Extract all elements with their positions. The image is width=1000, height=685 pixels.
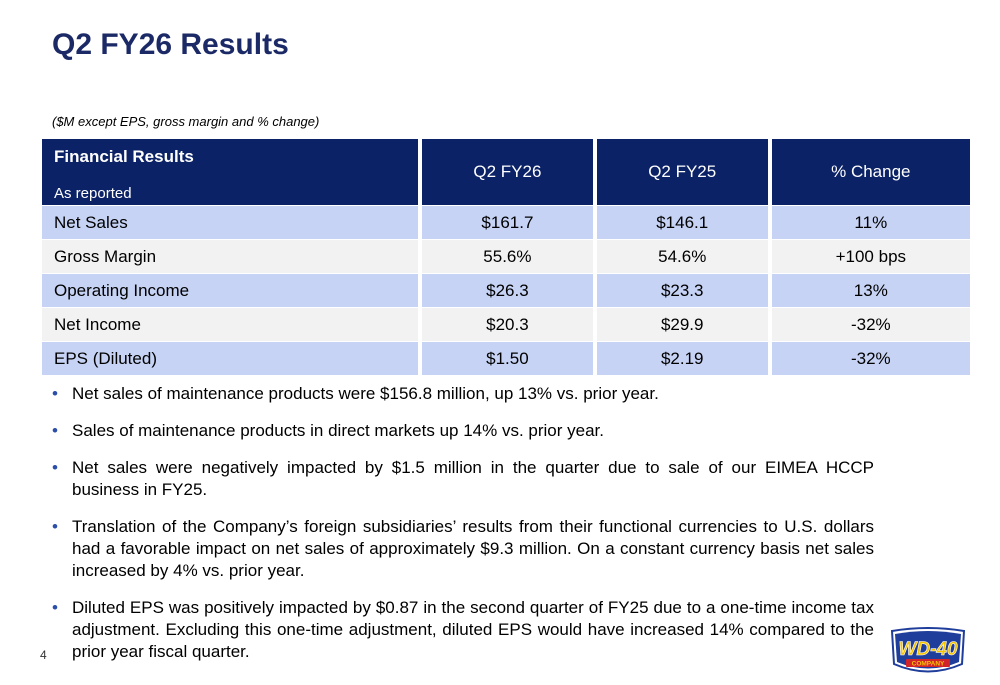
cell-value: -32% xyxy=(767,341,970,375)
logo-main-text: WD-40 xyxy=(898,639,958,660)
bullet-list: • Net sales of maintenance products were … xyxy=(52,383,874,678)
row-label: Gross Margin xyxy=(42,239,418,273)
cell-value: +100 bps xyxy=(767,239,970,273)
table-row: EPS (Diluted) $1.50 $2.19 -32% xyxy=(42,341,970,375)
list-item: • Translation of the Company’s foreign su… xyxy=(52,516,874,582)
cell-value: $146.1 xyxy=(592,205,768,239)
list-item: • Diluted EPS was positively impacted by … xyxy=(52,597,874,663)
table-header-subtitle: As reported xyxy=(54,185,132,202)
logo-ribbon xyxy=(906,659,950,667)
cell-value: $26.3 xyxy=(418,273,593,307)
units-note: ($M except EPS, gross margin and % chang… xyxy=(52,114,320,129)
cell-value: $161.7 xyxy=(418,205,593,239)
wd40-company-logo-icon: WD-40 COMPANY xyxy=(890,627,966,673)
bullet-text: Net sales of maintenance products were $… xyxy=(72,384,659,403)
cell-value: $29.9 xyxy=(592,307,768,341)
bullet-icon: • xyxy=(52,598,58,617)
list-item: • Net sales were negatively impacted by $… xyxy=(52,457,874,501)
bullet-icon: • xyxy=(52,384,58,403)
bullet-text: Diluted EPS was positively impacted by $… xyxy=(72,598,874,661)
cell-value: $23.3 xyxy=(592,273,768,307)
row-label: EPS (Diluted) xyxy=(42,341,418,375)
bullet-icon: • xyxy=(52,458,58,477)
list-item: • Net sales of maintenance products were … xyxy=(52,383,874,405)
page-number: 4 xyxy=(40,648,47,662)
table-row: Gross Margin 55.6% 54.6% +100 bps xyxy=(42,239,970,273)
column-header-pct-change: % Change xyxy=(767,139,970,205)
cell-value: 54.6% xyxy=(592,239,768,273)
cell-value: $20.3 xyxy=(418,307,593,341)
table-row: Net Sales $161.7 $146.1 11% xyxy=(42,205,970,239)
column-header-q2-fy26: Q2 FY26 xyxy=(418,139,593,205)
table-header-title: Financial Results xyxy=(54,147,194,166)
table-row: Operating Income $26.3 $23.3 13% xyxy=(42,273,970,307)
financial-results-table: Financial Results As reported Q2 FY26 Q2… xyxy=(42,139,970,375)
logo-sub-text: COMPANY xyxy=(912,661,945,668)
table-header-label-cell: Financial Results As reported xyxy=(42,139,418,205)
cell-value: -32% xyxy=(767,307,970,341)
bullet-icon: • xyxy=(52,517,58,536)
cell-value: 11% xyxy=(767,205,970,239)
bullet-text: Sales of maintenance products in direct … xyxy=(72,421,604,440)
table-header-row: Financial Results As reported Q2 FY26 Q2… xyxy=(42,139,970,205)
bullet-icon: • xyxy=(52,421,58,440)
row-label: Net Sales xyxy=(42,205,418,239)
bullet-text: Net sales were negatively impacted by $1… xyxy=(72,458,874,499)
list-item: • Sales of maintenance products in direct… xyxy=(52,420,874,442)
bullet-text: Translation of the Company’s foreign sub… xyxy=(72,517,874,580)
cell-value: 13% xyxy=(767,273,970,307)
page-title: Q2 FY26 Results xyxy=(52,28,289,61)
row-label: Net Income xyxy=(42,307,418,341)
cell-value: $2.19 xyxy=(592,341,768,375)
column-header-q2-fy25: Q2 FY25 xyxy=(592,139,768,205)
table-row: Net Income $20.3 $29.9 -32% xyxy=(42,307,970,341)
row-label: Operating Income xyxy=(42,273,418,307)
cell-value: $1.50 xyxy=(418,341,593,375)
cell-value: 55.6% xyxy=(418,239,593,273)
